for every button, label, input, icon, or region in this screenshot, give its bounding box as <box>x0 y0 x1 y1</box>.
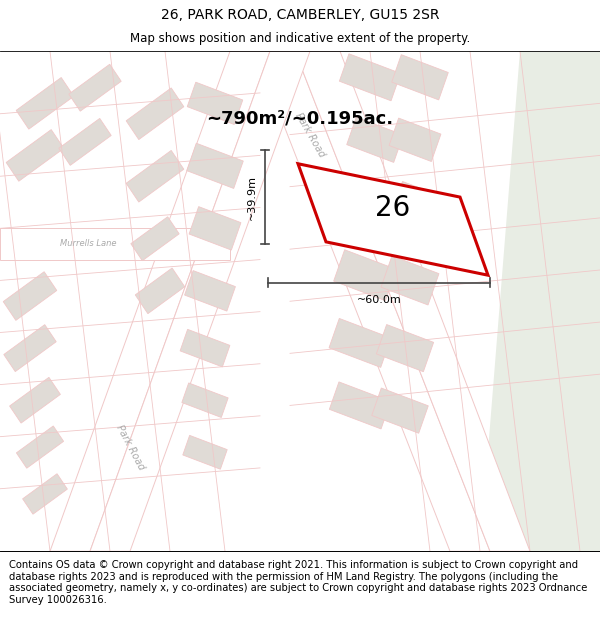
Text: ~39.9m: ~39.9m <box>247 174 257 219</box>
Polygon shape <box>183 436 227 469</box>
Polygon shape <box>135 268 185 314</box>
Polygon shape <box>0 228 230 259</box>
Text: Park Road: Park Road <box>293 111 327 159</box>
Polygon shape <box>69 64 121 111</box>
Polygon shape <box>295 51 530 551</box>
Polygon shape <box>372 388 428 433</box>
Polygon shape <box>180 329 230 367</box>
Polygon shape <box>3 272 57 321</box>
Polygon shape <box>340 54 401 101</box>
Polygon shape <box>90 51 310 551</box>
Polygon shape <box>376 324 434 372</box>
Text: ~790m²/~0.195ac.: ~790m²/~0.195ac. <box>206 110 394 128</box>
Text: Map shows position and indicative extent of the property.: Map shows position and indicative extent… <box>130 32 470 45</box>
Polygon shape <box>10 378 61 423</box>
Polygon shape <box>381 256 439 305</box>
Text: 26, PARK ROAD, CAMBERLEY, GU15 2SR: 26, PARK ROAD, CAMBERLEY, GU15 2SR <box>161 8 439 22</box>
Text: ~60.0m: ~60.0m <box>356 295 401 305</box>
Polygon shape <box>50 51 270 551</box>
Polygon shape <box>4 324 56 372</box>
Polygon shape <box>131 217 179 261</box>
Polygon shape <box>391 181 449 234</box>
Polygon shape <box>480 51 600 551</box>
Polygon shape <box>187 143 243 189</box>
Polygon shape <box>16 78 74 129</box>
Text: Contains OS data © Crown copyright and database right 2021. This information is : Contains OS data © Crown copyright and d… <box>9 560 587 605</box>
Polygon shape <box>16 426 64 468</box>
Polygon shape <box>329 382 391 429</box>
Polygon shape <box>187 82 243 124</box>
Polygon shape <box>255 51 490 551</box>
Polygon shape <box>126 151 184 202</box>
Polygon shape <box>298 164 488 275</box>
Polygon shape <box>347 117 403 162</box>
Polygon shape <box>334 250 397 301</box>
Text: Murrells Lane: Murrells Lane <box>60 239 116 249</box>
Polygon shape <box>189 207 241 250</box>
Polygon shape <box>6 129 64 181</box>
Polygon shape <box>329 318 391 368</box>
Polygon shape <box>389 118 441 161</box>
Polygon shape <box>185 271 235 311</box>
Polygon shape <box>182 383 228 418</box>
Text: Park Road: Park Road <box>114 423 146 471</box>
Polygon shape <box>126 88 184 139</box>
Polygon shape <box>392 54 448 100</box>
Polygon shape <box>338 176 402 229</box>
Text: 26: 26 <box>376 194 410 221</box>
Polygon shape <box>23 474 67 514</box>
Polygon shape <box>59 118 111 166</box>
